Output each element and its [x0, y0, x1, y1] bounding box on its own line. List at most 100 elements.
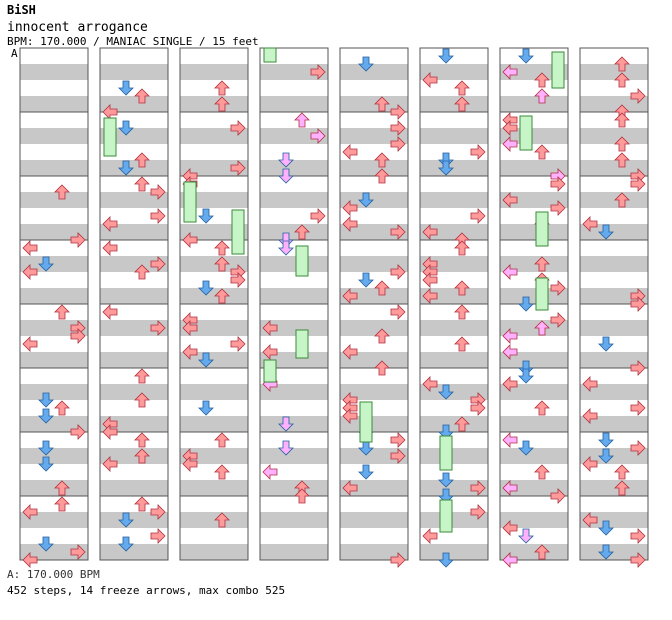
chart-column — [419, 47, 489, 561]
left-arrow-icon — [502, 520, 518, 536]
up-arrow-icon — [614, 192, 630, 208]
down-arrow-icon — [118, 536, 134, 552]
down-arrow-icon — [598, 448, 614, 464]
chart-column — [179, 47, 249, 561]
right-arrow-icon — [150, 208, 166, 224]
left-arrow-icon — [582, 456, 598, 472]
up-arrow-icon — [54, 304, 70, 320]
right-arrow-icon — [390, 104, 406, 120]
right-arrow-icon — [470, 144, 486, 160]
right-arrow-icon — [470, 208, 486, 224]
left-arrow-icon — [262, 464, 278, 480]
right-arrow-icon — [630, 360, 646, 376]
down-arrow-icon — [598, 432, 614, 448]
up-arrow-icon — [134, 176, 150, 192]
down-arrow-icon — [38, 440, 54, 456]
right-arrow-icon — [150, 320, 166, 336]
down-arrow-icon — [118, 120, 134, 136]
up-arrow-icon — [534, 256, 550, 272]
left-arrow-icon — [582, 512, 598, 528]
up-arrow-icon — [214, 80, 230, 96]
up-arrow-icon — [134, 88, 150, 104]
right-arrow-icon — [70, 232, 86, 248]
left-arrow-icon — [22, 240, 38, 256]
right-arrow-icon — [630, 296, 646, 312]
freeze-arrow-icon — [439, 499, 453, 533]
left-arrow-icon — [342, 408, 358, 424]
freeze-arrow-icon — [551, 51, 565, 89]
up-arrow-icon — [134, 496, 150, 512]
up-arrow-icon — [614, 136, 630, 152]
down-arrow-icon — [518, 440, 534, 456]
up-arrow-icon — [614, 56, 630, 72]
down-arrow-icon — [518, 360, 534, 376]
right-arrow-icon — [70, 424, 86, 440]
up-arrow-icon — [454, 96, 470, 112]
chart-info: BPM: 170.000 / MANIAC SINGLE / 15 feet — [7, 35, 259, 48]
down-arrow-icon — [278, 168, 294, 184]
up-arrow-icon — [214, 464, 230, 480]
up-arrow-icon — [134, 432, 150, 448]
right-arrow-icon — [70, 328, 86, 344]
bpm-legend: A: 170.000 BPM — [7, 568, 100, 581]
up-arrow-icon — [614, 480, 630, 496]
right-arrow-icon — [470, 504, 486, 520]
down-arrow-icon — [518, 368, 534, 384]
up-arrow-icon — [534, 72, 550, 88]
left-arrow-icon — [502, 480, 518, 496]
left-arrow-icon — [422, 272, 438, 288]
down-arrow-icon — [38, 256, 54, 272]
down-arrow-icon — [118, 512, 134, 528]
up-arrow-icon — [454, 80, 470, 96]
up-arrow-icon — [54, 400, 70, 416]
chart-column — [259, 47, 329, 561]
up-arrow-icon — [374, 280, 390, 296]
left-arrow-icon — [102, 456, 118, 472]
right-arrow-icon — [470, 480, 486, 496]
right-arrow-icon — [470, 400, 486, 416]
left-arrow-icon — [182, 344, 198, 360]
left-arrow-icon — [502, 64, 518, 80]
down-arrow-icon — [38, 536, 54, 552]
freeze-arrow-icon — [359, 401, 373, 443]
freeze-arrow-icon — [231, 209, 245, 255]
freeze-arrow-icon — [103, 117, 117, 157]
up-arrow-icon — [374, 328, 390, 344]
down-arrow-icon — [518, 528, 534, 544]
up-arrow-icon — [134, 264, 150, 280]
right-arrow-icon — [390, 552, 406, 568]
up-arrow-icon — [214, 256, 230, 272]
up-arrow-icon — [54, 184, 70, 200]
left-arrow-icon — [22, 336, 38, 352]
left-arrow-icon — [502, 136, 518, 152]
chart-column — [99, 47, 169, 561]
right-arrow-icon — [550, 488, 566, 504]
left-arrow-icon — [422, 72, 438, 88]
right-arrow-icon — [310, 208, 326, 224]
down-arrow-icon — [358, 56, 374, 72]
left-arrow-icon — [502, 264, 518, 280]
right-arrow-icon — [230, 160, 246, 176]
up-arrow-icon — [54, 496, 70, 512]
down-arrow-icon — [438, 472, 454, 488]
up-arrow-icon — [214, 240, 230, 256]
left-arrow-icon — [182, 232, 198, 248]
left-arrow-icon — [342, 144, 358, 160]
right-arrow-icon — [390, 120, 406, 136]
up-arrow-icon — [374, 152, 390, 168]
left-arrow-icon — [502, 328, 518, 344]
song-title: innocent arrogance — [7, 20, 148, 35]
left-arrow-icon — [102, 216, 118, 232]
up-arrow-icon — [294, 112, 310, 128]
freeze-arrow-icon — [519, 115, 533, 151]
freeze-arrow-icon — [183, 181, 197, 223]
right-arrow-icon — [390, 136, 406, 152]
right-arrow-icon — [150, 504, 166, 520]
right-arrow-icon — [550, 280, 566, 296]
left-arrow-icon — [582, 408, 598, 424]
up-arrow-icon — [454, 240, 470, 256]
down-arrow-icon — [438, 160, 454, 176]
up-arrow-icon — [454, 304, 470, 320]
down-arrow-icon — [278, 232, 294, 248]
up-arrow-icon — [614, 72, 630, 88]
